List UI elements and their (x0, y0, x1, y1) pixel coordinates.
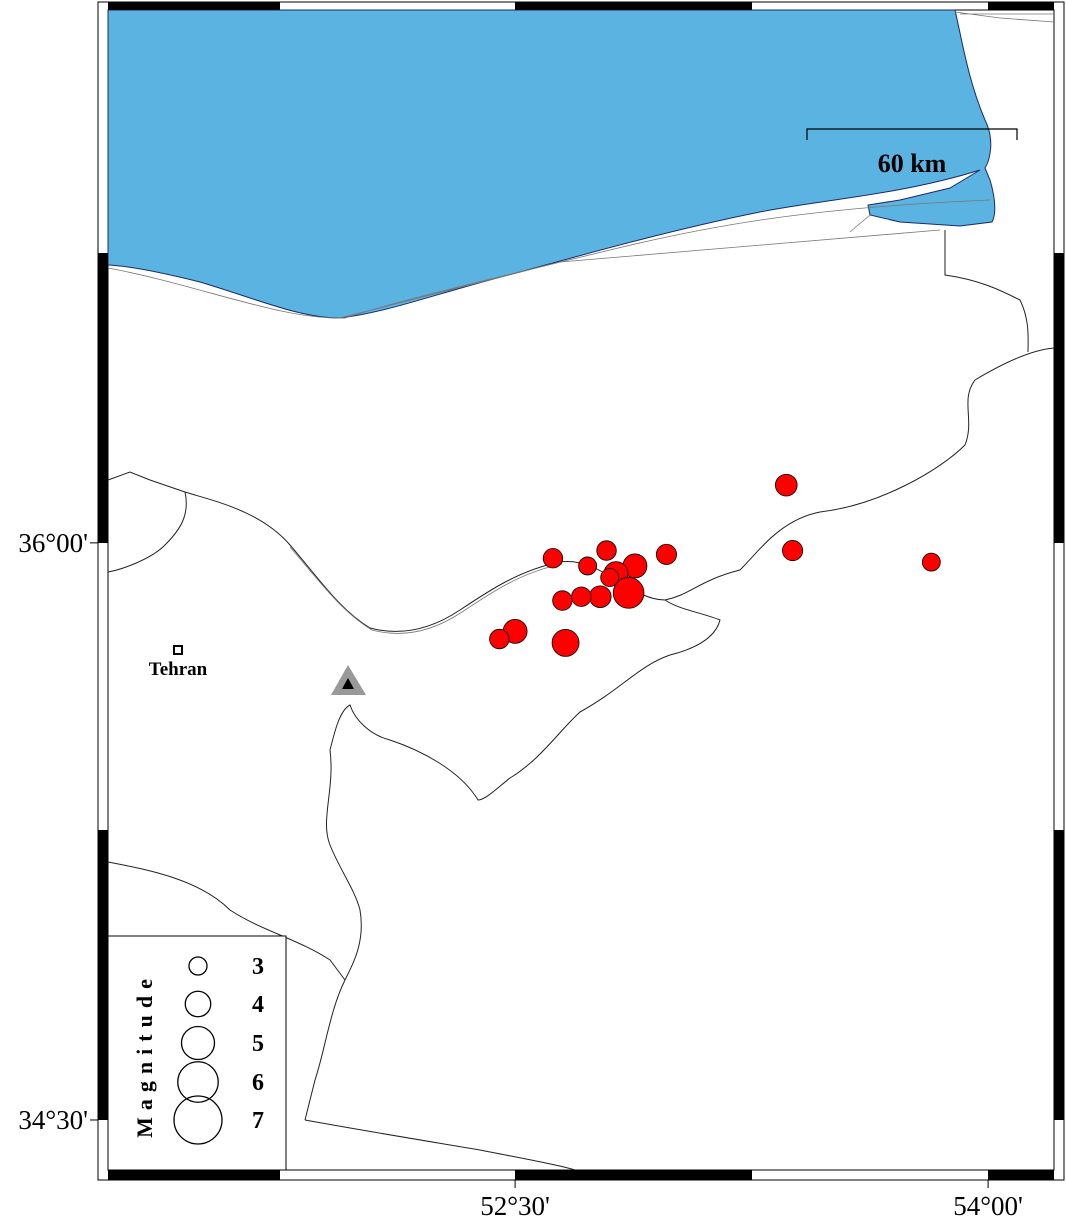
legend-symbol (177, 1061, 219, 1103)
earthquake (921, 552, 941, 572)
earthquake (552, 590, 573, 611)
legend-symbol (173, 1095, 223, 1145)
earthquake (596, 540, 617, 561)
earthquake (578, 556, 598, 576)
scale-bar (806, 128, 1018, 140)
earthquake (588, 585, 612, 609)
legend-title: Magnitude (132, 972, 157, 1138)
x-tick-label: 54°00' (953, 1191, 1023, 1221)
scale-label: 60 km (878, 149, 947, 178)
legend-label: 6 (252, 1070, 264, 1096)
y-tick-label: 34°30' (18, 1105, 88, 1135)
legend-symbol (188, 956, 208, 976)
city-label: Tehran (149, 659, 208, 680)
earthquake (551, 629, 580, 657)
earthquake (489, 628, 510, 650)
y-tick-label: 36°00' (18, 528, 88, 558)
earthquake (542, 548, 564, 569)
sea (107, 9, 996, 319)
earthquake (600, 568, 620, 587)
city-marker (173, 645, 183, 655)
legend-label: 4 (252, 992, 264, 1018)
legend-symbol (184, 990, 212, 1018)
legend-label: 7 (252, 1108, 264, 1134)
earthquake (655, 543, 677, 565)
legend-label: 3 (252, 954, 264, 980)
earthquake (782, 540, 804, 562)
legend-symbol (180, 1025, 216, 1061)
earthquake (775, 473, 798, 497)
x-tick-label: 52°30' (480, 1191, 550, 1221)
legend-label: 5 (252, 1031, 264, 1057)
earthquake (571, 586, 592, 607)
earthquake (612, 577, 645, 609)
